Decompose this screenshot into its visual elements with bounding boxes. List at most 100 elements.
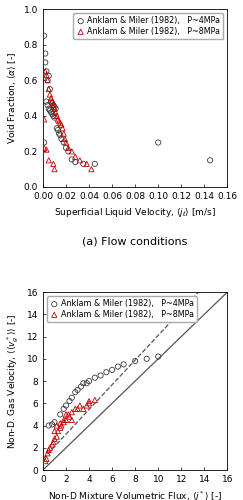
- Anklam & Miler (1982),   P~4MPa: [93, 160, 97, 168]
- Anklam & Miler (1982),   P~8MPa: [44, 71, 48, 79]
- Anklam & Miler (1982),   P~8MPa: [60, 120, 63, 128]
- Y-axis label: Void Fraction, $\langle \alpha \rangle$ [-]: Void Fraction, $\langle \alpha \rangle$ …: [7, 52, 18, 144]
- Anklam & Miler (1982),   P~4MPa: [62, 405, 66, 413]
- Anklam & Miler (1982),   P~8MPa: [78, 156, 82, 164]
- Anklam & Miler (1982),   P~4MPa: [93, 374, 97, 382]
- Anklam & Miler (1982),   P~4MPa: [46, 101, 50, 109]
- Anklam & Miler (1982),   P~4MPa: [64, 144, 68, 152]
- Anklam & Miler (1982),   P~4MPa: [81, 380, 85, 388]
- Anklam & Miler (1982),   P~8MPa: [81, 405, 85, 413]
- Anklam & Miler (1982),   P~8MPa: [44, 146, 48, 154]
- Legend: Anklam & Miler (1982),   P~4MPa, Anklam & Miler (1982),   P~8MPa: Anklam & Miler (1982), P~4MPa, Anklam & …: [73, 13, 223, 39]
- Y-axis label: Non-D. Gas Velocity, $\langle\langle v_g^* \rangle\rangle$ [-]: Non-D. Gas Velocity, $\langle\langle v_g…: [6, 313, 21, 449]
- Anklam & Miler (1982),   P~4MPa: [52, 114, 56, 122]
- Anklam & Miler (1982),   P~4MPa: [208, 156, 212, 164]
- Anklam & Miler (1982),   P~4MPa: [76, 386, 79, 394]
- Anklam & Miler (1982),   P~4MPa: [50, 110, 54, 118]
- Anklam & Miler (1982),   P~4MPa: [70, 156, 74, 164]
- Anklam & Miler (1982),   P~8MPa: [52, 160, 55, 168]
- Anklam & Miler (1982),   P~4MPa: [68, 397, 71, 405]
- Anklam & Miler (1982),   P~4MPa: [47, 104, 51, 112]
- Anklam & Miler (1982),   P~4MPa: [43, 58, 47, 66]
- Anklam & Miler (1982),   P~4MPa: [49, 108, 53, 116]
- Anklam & Miler (1982),   P~8MPa: [48, 444, 52, 452]
- Anklam & Miler (1982),   P~4MPa: [87, 377, 91, 385]
- Anklam & Miler (1982),   P~4MPa: [58, 410, 62, 418]
- Anklam & Miler (1982),   P~8MPa: [54, 108, 58, 116]
- Anklam & Miler (1982),   P~8MPa: [52, 165, 56, 173]
- Anklam & Miler (1982),   P~4MPa: [47, 72, 51, 80]
- Anklam & Miler (1982),   P~4MPa: [156, 138, 160, 146]
- Anklam & Miler (1982),   P~8MPa: [89, 165, 93, 173]
- Anklam & Miler (1982),   P~4MPa: [73, 388, 77, 396]
- Anklam & Miler (1982),   P~4MPa: [54, 104, 58, 112]
- Anklam & Miler (1982),   P~8MPa: [70, 148, 74, 156]
- Text: (a) Flow conditions: (a) Flow conditions: [82, 237, 188, 247]
- Anklam & Miler (1982),   P~8MPa: [64, 416, 68, 424]
- Anklam & Miler (1982),   P~4MPa: [44, 98, 48, 106]
- Anklam & Miler (1982),   P~8MPa: [93, 396, 97, 404]
- Anklam & Miler (1982),   P~8MPa: [73, 405, 77, 413]
- Anklam & Miler (1982),   P~4MPa: [156, 352, 160, 360]
- Anklam & Miler (1982),   P~4MPa: [52, 101, 55, 109]
- Anklam & Miler (1982),   P~4MPa: [52, 103, 56, 111]
- Anklam & Miler (1982),   P~8MPa: [58, 119, 62, 127]
- Anklam & Miler (1982),   P~4MPa: [99, 372, 103, 380]
- Anklam & Miler (1982),   P~4MPa: [73, 158, 77, 166]
- Anklam & Miler (1982),   P~8MPa: [62, 418, 66, 426]
- Anklam & Miler (1982),   P~8MPa: [43, 457, 47, 465]
- Anklam & Miler (1982),   P~4MPa: [44, 68, 48, 76]
- Anklam & Miler (1982),   P~4MPa: [47, 422, 51, 430]
- Anklam & Miler (1982),   P~8MPa: [46, 76, 50, 84]
- Anklam & Miler (1982),   P~4MPa: [64, 402, 68, 409]
- Anklam & Miler (1982),   P~8MPa: [63, 135, 67, 143]
- Anklam & Miler (1982),   P~8MPa: [44, 455, 48, 463]
- Anklam & Miler (1982),   P~8MPa: [55, 112, 59, 120]
- Anklam & Miler (1982),   P~4MPa: [49, 98, 53, 106]
- Anklam & Miler (1982),   P~4MPa: [42, 138, 46, 146]
- Anklam & Miler (1982),   P~8MPa: [58, 420, 62, 428]
- Anklam & Miler (1982),   P~8MPa: [52, 435, 56, 443]
- Anklam & Miler (1982),   P~4MPa: [48, 106, 52, 114]
- Anklam & Miler (1982),   P~4MPa: [60, 135, 63, 143]
- Anklam & Miler (1982),   P~8MPa: [42, 144, 46, 152]
- Anklam & Miler (1982),   P~8MPa: [60, 422, 63, 430]
- Anklam & Miler (1982),   P~8MPa: [56, 116, 60, 124]
- Anklam & Miler (1982),   P~4MPa: [57, 130, 61, 138]
- Anklam & Miler (1982),   P~8MPa: [57, 117, 61, 125]
- Anklam & Miler (1982),   P~8MPa: [64, 410, 68, 418]
- Anklam & Miler (1982),   P~8MPa: [52, 427, 56, 435]
- Anklam & Miler (1982),   P~4MPa: [104, 368, 108, 376]
- Anklam & Miler (1982),   P~4MPa: [70, 394, 74, 402]
- Anklam & Miler (1982),   P~8MPa: [76, 405, 79, 413]
- Anklam & Miler (1982),   P~4MPa: [116, 362, 120, 370]
- Anklam & Miler (1982),   P~4MPa: [85, 380, 89, 388]
- Anklam & Miler (1982),   P~8MPa: [47, 156, 51, 164]
- X-axis label: Superficial Liquid Velocity, $\langle j_\ell \rangle$ [m/s]: Superficial Liquid Velocity, $\langle j_…: [54, 206, 216, 220]
- Anklam & Miler (1982),   P~4MPa: [46, 76, 50, 84]
- Anklam & Miler (1982),   P~8MPa: [50, 98, 54, 106]
- Anklam & Miler (1982),   P~8MPa: [87, 400, 91, 407]
- Anklam & Miler (1982),   P~4MPa: [42, 32, 46, 40]
- Anklam & Miler (1982),   P~8MPa: [52, 438, 55, 446]
- Anklam & Miler (1982),   P~8MPa: [62, 130, 66, 138]
- Anklam & Miler (1982),   P~8MPa: [55, 422, 59, 430]
- Anklam & Miler (1982),   P~8MPa: [47, 85, 51, 93]
- Anklam & Miler (1982),   P~8MPa: [78, 402, 82, 409]
- Anklam & Miler (1982),   P~4MPa: [122, 360, 126, 368]
- Anklam & Miler (1982),   P~4MPa: [52, 418, 56, 426]
- Anklam & Miler (1982),   P~4MPa: [81, 160, 85, 168]
- Anklam & Miler (1982),   P~8MPa: [68, 412, 71, 420]
- X-axis label: Non-D Mixture Volumetric Flux, $\langle j^* \rangle$ [-]: Non-D Mixture Volumetric Flux, $\langle …: [48, 490, 222, 500]
- Anklam & Miler (1982),   P~4MPa: [133, 357, 137, 365]
- Anklam & Miler (1982),   P~8MPa: [70, 408, 74, 416]
- Anklam & Miler (1982),   P~4MPa: [79, 382, 83, 390]
- Anklam & Miler (1982),   P~8MPa: [42, 116, 46, 124]
- Anklam & Miler (1982),   P~8MPa: [48, 90, 52, 98]
- Anklam & Miler (1982),   P~8MPa: [87, 397, 91, 405]
- Anklam & Miler (1982),   P~4MPa: [56, 126, 60, 134]
- Anklam & Miler (1982),   P~8MPa: [52, 101, 55, 109]
- Anklam & Miler (1982),   P~4MPa: [50, 420, 54, 428]
- Anklam & Miler (1982),   P~4MPa: [52, 112, 55, 120]
- Anklam & Miler (1982),   P~4MPa: [48, 85, 52, 93]
